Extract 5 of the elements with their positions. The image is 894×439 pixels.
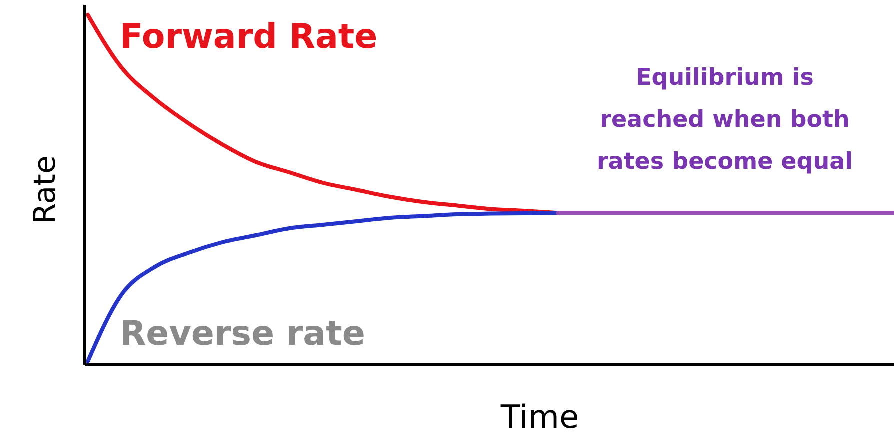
series-label: Forward Rate: [120, 17, 378, 57]
series-label: Reverse rate: [120, 314, 366, 354]
y-axis-title: Rate: [28, 156, 63, 224]
x-axis-title: Time: [500, 398, 580, 436]
annotation: Equilibrium is reached when both rates become equal: [596, 65, 854, 175]
